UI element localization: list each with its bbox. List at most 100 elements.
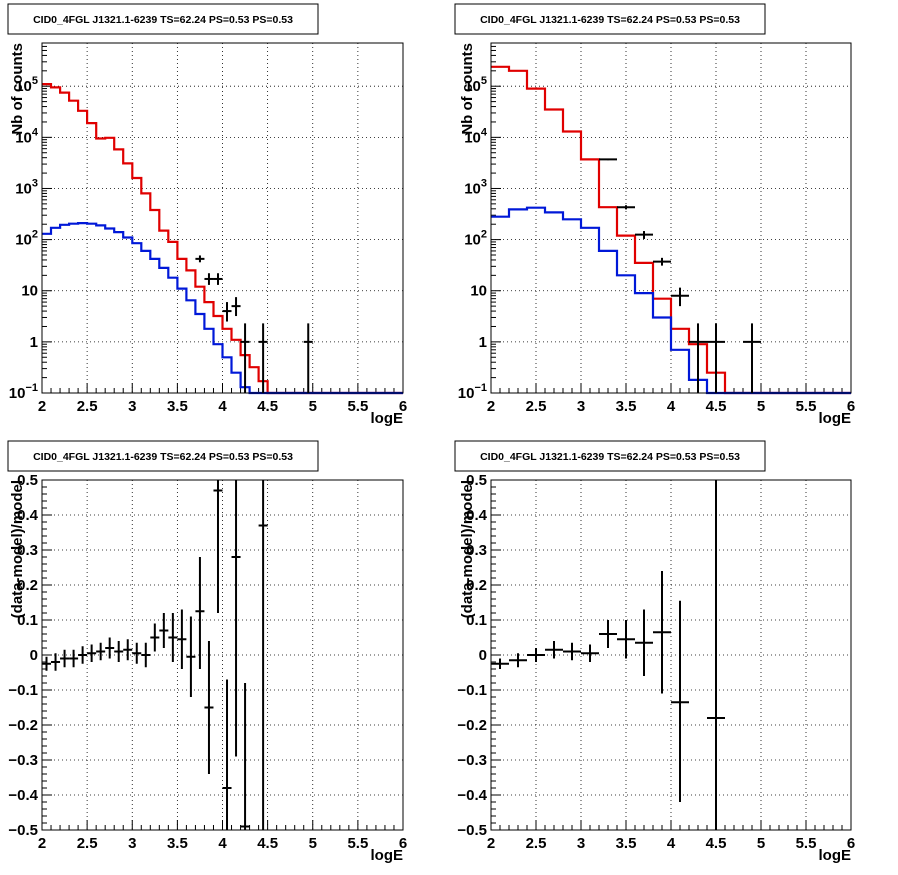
data-point	[258, 480, 268, 830]
data-point	[42, 656, 52, 671]
data-point	[114, 641, 124, 662]
chart-title-box	[7, 440, 319, 472]
x-tick-label: 6	[399, 835, 407, 852]
y-tick-label: 102	[15, 229, 38, 249]
data-point	[96, 642, 106, 661]
y-tick-label: 103	[15, 177, 38, 197]
y-tick-label: 105	[464, 75, 487, 95]
y-axis-label: (data-model)/model	[9, 480, 26, 618]
x-tick-label: 4	[667, 835, 676, 852]
chart-title: CID0_4FGL J1321.1-6239 TS=62.24 PS=0.53 …	[480, 451, 740, 463]
chart-title-box	[454, 3, 766, 35]
x-tick-label: 5	[757, 398, 765, 415]
data-point	[635, 231, 653, 239]
data-point	[222, 679, 232, 830]
data-point	[141, 642, 151, 668]
x-axis-label: logE	[819, 410, 852, 427]
data-point	[123, 639, 133, 661]
data-point	[545, 641, 563, 659]
y-tick-label: 0.1	[466, 612, 487, 629]
x-tick-label: 3.5	[616, 398, 637, 415]
y-tick-label: 0.4	[466, 507, 488, 524]
data-point	[213, 480, 223, 613]
x-tick-label: 2.5	[77, 835, 98, 852]
data-point	[105, 637, 115, 659]
x-tick-label: 4	[218, 835, 227, 852]
y-tick-label: 0.5	[17, 472, 38, 489]
x-tick-label: 4.5	[706, 398, 727, 415]
data-point	[195, 557, 205, 669]
data-point	[195, 255, 205, 263]
x-tick-label: 5.5	[347, 835, 368, 852]
x-tick-label: 2	[487, 398, 495, 415]
y-tick-label: −0.2	[8, 717, 38, 734]
data-point	[671, 287, 689, 307]
y-axis-label: Nb of counts	[459, 43, 476, 135]
x-tick-label: 4	[218, 398, 227, 415]
x-tick-label: 5.5	[796, 398, 817, 415]
chart-panel-top-right: 2 2.5 3 3.5 4 4.5 5 5.5 6 10−1 1 10 102 103 104 105 logE…	[454, 3, 855, 427]
data-point	[87, 644, 97, 662]
data-point	[78, 646, 88, 664]
y-tick-label: 10−1	[458, 382, 487, 402]
plot-frame	[490, 42, 852, 394]
chart-title: CID0_4FGL J1321.1-6239 TS=62.24 PS=0.53 …	[480, 14, 740, 26]
y-tick-label: 0.2	[466, 577, 487, 594]
data-point	[581, 644, 599, 662]
y-tick-label: 1	[479, 334, 487, 351]
y-tick-label: 0	[30, 647, 38, 664]
plot-frame	[490, 479, 852, 831]
y-tick-label: −0.1	[8, 682, 38, 699]
plot-frame	[41, 479, 404, 831]
plot-area	[42, 43, 403, 393]
y-tick-label: −0.3	[457, 752, 487, 769]
data-point	[204, 641, 214, 774]
y-tick-label: 0.4	[17, 507, 39, 524]
x-tick-label: 3	[128, 398, 136, 415]
data-point	[303, 323, 313, 393]
data-point	[743, 323, 761, 393]
data-point	[222, 302, 232, 322]
data-point	[186, 616, 196, 697]
data-point	[653, 257, 671, 266]
x-tick-label: 5.5	[796, 835, 817, 852]
data-point	[509, 653, 527, 668]
y-axis-label: Nb of counts	[9, 43, 26, 135]
data-point	[60, 649, 70, 668]
x-tick-label: 3	[577, 398, 585, 415]
y-tick-label: 1	[30, 334, 38, 351]
data-point	[707, 323, 725, 393]
x-tick-label: 2.5	[526, 835, 547, 852]
y-tick-label: 103	[464, 177, 487, 197]
x-tick-label: 3.5	[616, 835, 637, 852]
data-point	[168, 613, 178, 662]
y-tick-label: 104	[15, 126, 39, 146]
chart-title-box	[7, 3, 319, 35]
x-tick-label: 5.5	[347, 398, 368, 415]
data-point	[491, 658, 509, 669]
data-point	[599, 158, 617, 161]
x-tick-label: 2	[38, 398, 46, 415]
y-tick-label: −0.4	[457, 787, 487, 804]
x-tick-label: 2	[38, 835, 46, 852]
x-tick-label: 3.5	[167, 398, 188, 415]
data-point	[132, 642, 142, 664]
x-tick-label: 4.5	[706, 835, 727, 852]
y-tick-label: 0.5	[466, 472, 487, 489]
chart-panel-top-left: 2 2.5 3 3.5 4 4.5 5 5.5 6 10−1 1 10 102 103 104 105 logE…	[7, 3, 407, 427]
x-tick-label: 5	[757, 835, 765, 852]
data-point	[707, 480, 725, 830]
data-point	[159, 613, 169, 648]
data-point	[231, 480, 241, 757]
y-tick-label: −0.2	[457, 717, 487, 734]
y-tick-label: 0	[479, 647, 487, 664]
data-point	[617, 620, 635, 659]
data-point	[563, 642, 581, 661]
data-point	[51, 653, 61, 671]
x-tick-label: 3.5	[167, 835, 188, 852]
data-point	[599, 620, 617, 648]
x-tick-label: 5	[309, 398, 317, 415]
x-tick-label: 3	[128, 835, 136, 852]
y-tick-label: 105	[15, 75, 38, 95]
